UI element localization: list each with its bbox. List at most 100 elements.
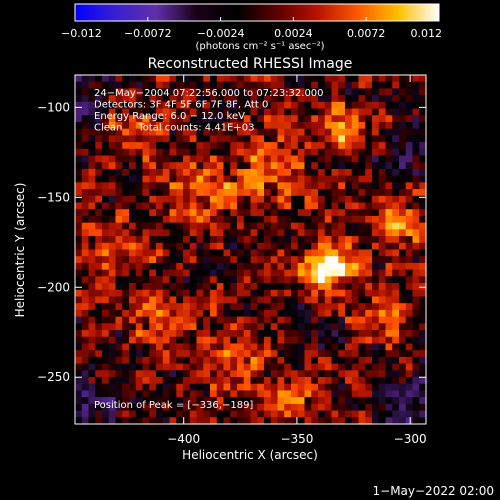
heatmap-cell: [351, 303, 360, 311]
heatmap-cell: [324, 316, 333, 324]
heatmap-cell: [237, 383, 245, 392]
heatmap-cell: [183, 417, 191, 425]
heatmap-cell: [311, 236, 319, 244]
heatmap-cell: [372, 289, 380, 298]
heatmap-cell: [122, 242, 130, 251]
heatmap-cell: [102, 101, 110, 110]
heatmap-cell: [196, 262, 204, 271]
heatmap-cell: [189, 209, 198, 217]
heatmap-cell: [284, 330, 292, 338]
heatmap-cell: [108, 262, 117, 271]
heatmap-cell: [142, 343, 150, 351]
heatmap-cell: [189, 350, 198, 358]
heatmap-cell: [223, 81, 231, 90]
heatmap-cell: [338, 323, 346, 331]
heatmap-cell: [331, 377, 339, 385]
heatmap-cell: [351, 370, 360, 378]
heatmap-cell: [243, 417, 252, 425]
heatmap-cell: [156, 236, 164, 244]
heatmap-cell: [392, 417, 400, 425]
heatmap-cell: [351, 121, 360, 130]
heatmap-cell: [250, 276, 258, 284]
heatmap-cell: [196, 128, 204, 136]
heatmap-cell: [318, 276, 326, 284]
heatmap-cell: [270, 195, 279, 204]
heatmap-cell: [331, 121, 339, 130]
heatmap-cell: [95, 363, 103, 371]
heatmap-cell: [156, 175, 164, 183]
heatmap-cell: [264, 115, 272, 123]
heatmap-cell: [385, 262, 393, 271]
heatmap-cell: [365, 128, 373, 136]
heatmap-cell: [183, 289, 191, 298]
heatmap-cell: [203, 222, 211, 230]
heatmap-cell: [108, 101, 117, 110]
heatmap-cell: [304, 403, 312, 412]
heatmap-cell: [270, 262, 279, 271]
heatmap-cell: [189, 289, 198, 298]
heatmap-cell: [169, 155, 177, 163]
heatmap-cell: [385, 383, 393, 392]
heatmap-cell: [392, 316, 400, 324]
heatmap-cell: [223, 195, 231, 204]
heatmap-cell: [176, 101, 184, 110]
heatmap-cell: [412, 95, 420, 103]
heatmap-cell: [331, 148, 339, 157]
heatmap-cell: [75, 189, 83, 197]
heatmap-cell: [257, 289, 265, 298]
heatmap-cell: [385, 417, 393, 425]
heatmap-cell: [135, 377, 144, 385]
heatmap-cell: [216, 370, 225, 378]
heatmap-cell: [372, 296, 380, 304]
heatmap-cell: [230, 262, 238, 271]
heatmap-cell: [169, 350, 177, 358]
heatmap-cell: [108, 175, 117, 183]
heatmap-cell: [81, 262, 90, 271]
heatmap-cell: [365, 309, 373, 318]
heatmap-cell: [95, 222, 103, 230]
heatmap-cell: [237, 222, 245, 230]
heatmap-cell: [108, 343, 117, 351]
heatmap-cell: [378, 135, 387, 143]
heatmap-cell: [189, 249, 198, 257]
heatmap-cell: [129, 175, 137, 183]
heatmap-cell: [108, 283, 117, 291]
heatmap-cell: [169, 182, 177, 190]
heatmap-cell: [88, 202, 96, 210]
heatmap-cell: [297, 289, 306, 298]
heatmap-cell: [419, 377, 427, 385]
heatmap-cell: [257, 215, 265, 224]
heatmap-cell: [318, 229, 326, 237]
heatmap-cell: [129, 162, 137, 170]
heatmap-cell: [95, 209, 103, 217]
heatmap-cell: [304, 95, 312, 103]
heatmap-cell: [183, 202, 191, 210]
heatmap-cell: [237, 370, 245, 378]
heatmap-cell: [264, 309, 272, 318]
heatmap-cell: [149, 88, 157, 96]
heatmap-cell: [297, 269, 306, 277]
heatmap-cell: [318, 121, 326, 130]
heatmap-cell: [318, 383, 326, 392]
heatmap-cell: [385, 269, 393, 277]
heatmap-cell: [142, 330, 150, 338]
heatmap-cell: [216, 289, 225, 298]
heatmap-cell: [257, 309, 265, 318]
heatmap-cell: [365, 336, 373, 345]
heatmap-cell: [311, 182, 319, 190]
heatmap-cell: [277, 383, 285, 392]
heatmap-cell: [223, 215, 231, 224]
heatmap-cell: [243, 242, 252, 251]
heatmap-cell: [162, 356, 171, 365]
heatmap-cell: [142, 350, 150, 358]
heatmap-cell: [331, 363, 339, 371]
heatmap-cell: [75, 215, 83, 224]
heatmap-cell: [203, 330, 211, 338]
heatmap-cell: [196, 195, 204, 204]
heatmap-cell: [385, 222, 393, 230]
heatmap-cell: [176, 148, 184, 157]
heatmap-cell: [196, 296, 204, 304]
heatmap-cell: [162, 397, 171, 405]
heatmap-cell: [297, 283, 306, 291]
heatmap-cell: [122, 330, 130, 338]
